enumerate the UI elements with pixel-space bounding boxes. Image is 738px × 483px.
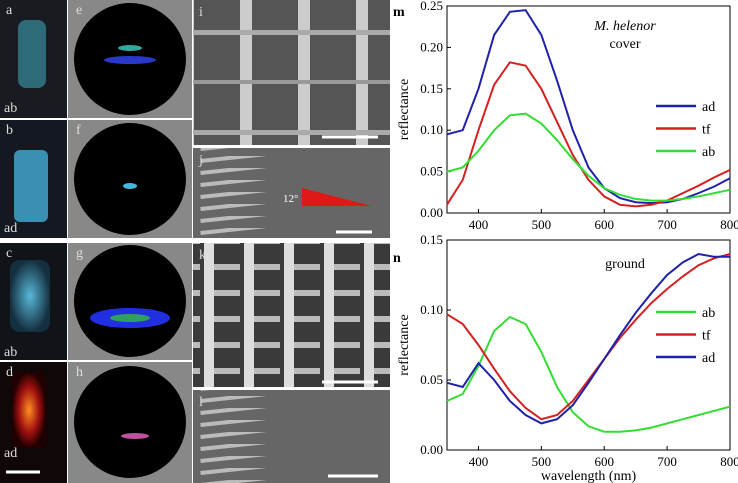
spot [121,433,149,439]
chart-subtitle: ground [605,257,645,272]
spot [104,56,156,64]
y-axis-label: reflectance [397,79,412,140]
panel-letter: j [198,153,203,168]
line-series [446,61,731,208]
line-series [446,315,731,433]
x-tick-label: 400 [469,454,489,469]
x-tick-label: 600 [594,454,614,469]
wing [18,20,46,88]
x-tick-label: 500 [532,217,552,232]
angle-mark [302,188,372,206]
wing [12,372,46,448]
x-tick-label: 700 [657,217,677,232]
y-tick-label: 0.10 [420,122,443,137]
y-axis-label: reflectance [397,314,412,375]
chart-title: M. helenor [593,19,656,34]
plot-frame [446,239,731,451]
y-tick-label: 0.00 [420,205,443,220]
legend-label: ad [702,100,715,115]
x-tick-label: 600 [594,217,614,232]
legend-label: ab [702,145,715,160]
y-tick-label: 0.10 [420,302,443,317]
y-tick-label: 0.15 [420,81,443,96]
angle-label: 12° [283,193,298,205]
sem-image [193,243,390,387]
x-tick-label: 800 [720,217,738,232]
panel-letter: d [6,365,13,380]
legend-label: ad [702,351,715,366]
panel-letter: h [76,365,83,380]
panel-letter: a [6,3,13,18]
legend-label: tf [702,123,711,138]
panel-letter: m [393,5,405,20]
y-tick-label: 0.15 [420,232,443,247]
wing [14,150,48,222]
x-tick-label: 700 [657,454,677,469]
panel-letter: n [393,251,401,266]
panel-letter: l [199,395,203,410]
scatter-disc [74,123,186,235]
panel-caption: ad [4,221,17,236]
line-series [446,252,730,425]
legend-label: tf [702,329,711,344]
panel-letter: i [199,5,203,20]
x-tick-label: 400 [469,217,489,232]
panel-letter: g [76,246,83,261]
panel-letter: f [76,123,81,138]
line-series [446,112,731,202]
sem-image [193,390,390,483]
y-tick-label: 0.00 [420,442,443,457]
x-tick-label: 500 [532,454,552,469]
chart-subtitle: cover [609,37,640,52]
x-axis-label: wavelength (nm) [541,469,637,483]
y-tick-label: 0.25 [420,0,443,13]
panel-letter: k [199,248,206,263]
plot-frame [446,5,731,214]
spot [118,45,142,51]
legend-label: ab [702,306,715,321]
photo-panels [0,0,390,483]
y-tick-label: 0.05 [420,372,443,387]
scatter-disc [74,245,186,357]
y-tick-label: 0.20 [420,39,443,54]
y-tick-label: 0.05 [420,164,443,179]
panel-letter: b [6,123,13,138]
line-series [446,253,731,421]
panel-text: a b c d e f g h i j k l ab ad ab ad 12° [4,3,298,461]
panel-caption: ad [4,446,17,461]
panel-letter: c [6,246,12,261]
sem-image [193,148,390,238]
spot [123,183,137,189]
panel-caption: ab [4,345,17,360]
wing [10,260,50,332]
panel-letter: e [76,3,82,18]
spot [110,314,150,322]
sem-image [193,0,390,145]
panel-caption: ab [4,101,17,116]
x-tick-label: 800 [720,454,738,469]
scatter-disc [74,366,186,478]
